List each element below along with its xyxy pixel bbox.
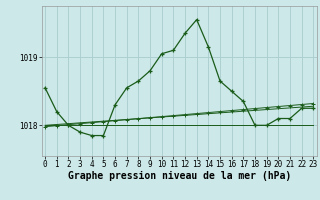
X-axis label: Graphe pression niveau de la mer (hPa): Graphe pression niveau de la mer (hPa) bbox=[68, 171, 291, 181]
